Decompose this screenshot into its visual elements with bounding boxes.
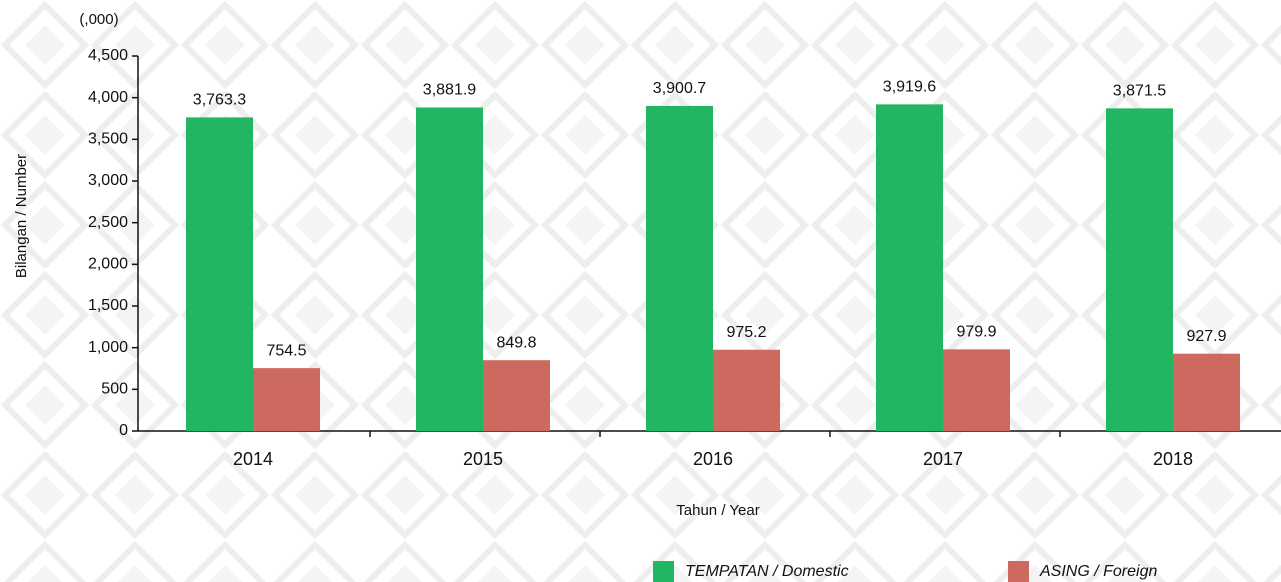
y-tick-label: 3,000 [88, 172, 128, 189]
value-label: 975.2 [726, 324, 766, 341]
x-axis-label: Tahun / Year [676, 502, 759, 519]
x-tick-label: 2014 [233, 449, 273, 469]
x-tick-label: 2015 [463, 449, 503, 469]
y-tick-label: 3,500 [88, 131, 128, 148]
value-label: 927.9 [1186, 328, 1226, 345]
value-label: 979.9 [956, 324, 996, 341]
bar [483, 360, 550, 431]
value-label: 3,871.5 [1113, 83, 1166, 100]
bar [1173, 353, 1240, 431]
bar [943, 349, 1010, 431]
x-tick-label: 2016 [693, 449, 733, 469]
x-tick-label: 2018 [1153, 449, 1193, 469]
y-tick-label: 2,000 [88, 256, 128, 273]
x-tick-label: 2017 [923, 449, 963, 469]
y-tick-label: 1,500 [88, 297, 128, 314]
legend-swatch [1008, 561, 1029, 582]
unit-title: (,000) [79, 11, 118, 28]
value-label: 3,919.6 [883, 79, 936, 96]
y-tick-label: 0 [119, 422, 128, 439]
bar [713, 349, 780, 431]
y-tick-label: 4,500 [88, 47, 128, 64]
bar [253, 368, 320, 431]
bar [186, 117, 253, 432]
value-label: 3,763.3 [193, 92, 246, 109]
y-tick-label: 2,500 [88, 214, 128, 231]
bar [646, 105, 713, 432]
bar [876, 104, 943, 431]
bar [416, 107, 483, 431]
value-label: 3,881.9 [423, 82, 476, 99]
y-tick-label: 500 [101, 381, 128, 398]
legend-label: ASING / Foreign [1039, 563, 1157, 580]
bar [1106, 108, 1173, 431]
y-tick-label: 1,000 [88, 339, 128, 356]
value-label: 849.8 [496, 334, 536, 351]
value-label: 754.5 [266, 342, 306, 359]
y-tick-label: 4,000 [88, 89, 128, 106]
value-label: 3,900.7 [653, 80, 706, 97]
y-axis-label: Bilangan / Number [13, 154, 30, 278]
legend-label: TEMPATAN / Domestic [685, 563, 849, 580]
legend-swatch [653, 561, 674, 582]
